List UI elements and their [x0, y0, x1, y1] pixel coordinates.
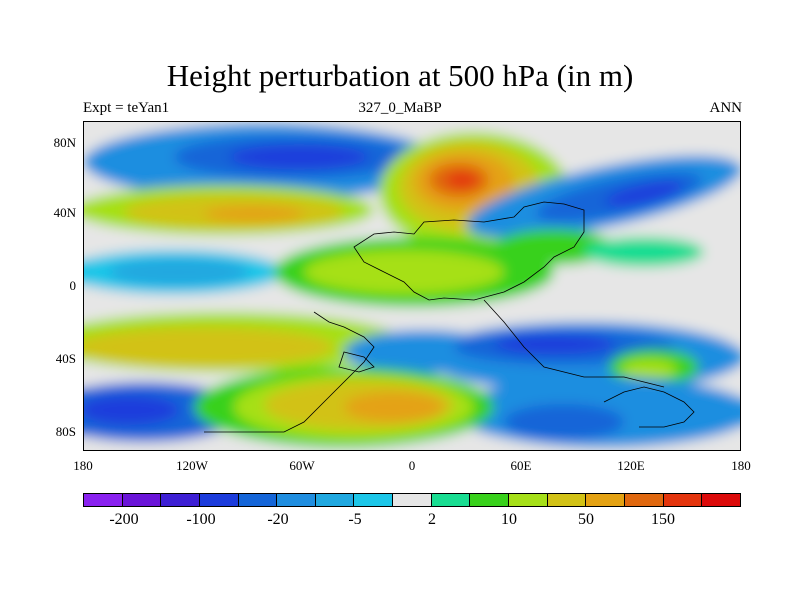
colorbar-box [547, 494, 587, 506]
y-label-80s: 80S [55, 424, 76, 439]
x-label-180w: 180 [73, 458, 93, 473]
colorbar-box [238, 494, 278, 506]
colorbar-box [431, 494, 471, 506]
colorbar-box [624, 494, 664, 506]
colorbar-box [199, 494, 239, 506]
colorbar-box [393, 494, 432, 506]
colorbar-box [509, 494, 548, 506]
colorbar-label: 2 [428, 511, 436, 528]
run-label: 327_0_MaBP [358, 100, 442, 116]
colorbar-label: 150 [651, 511, 675, 528]
figure-title: Height perturbation at 500 hPa (in m) [166, 58, 634, 93]
height-perturbation-map [83, 121, 741, 451]
colorbar [83, 493, 741, 507]
colorbar-box [161, 494, 200, 506]
colorbar-label: -100 [186, 511, 216, 528]
colorbar-label: 10 [501, 511, 517, 528]
colorbar-box [354, 494, 394, 506]
x-label-60e: 60E [510, 458, 532, 473]
x-label-120e: 120E [617, 458, 645, 473]
colorbar-box [470, 494, 510, 506]
y-label-0: 0 [69, 278, 77, 293]
experiment-label: Expt = teYan1 [83, 100, 170, 116]
colorbar-box [277, 494, 316, 506]
colorbar-box [84, 494, 123, 506]
x-label-120w: 120W [176, 458, 208, 473]
colorbar-label: 50 [578, 511, 594, 528]
x-label-60w: 60W [289, 458, 315, 473]
y-label-80n: 80N [53, 135, 76, 150]
colorbar-box [315, 494, 355, 506]
y-label-40s: 40S [55, 351, 76, 366]
colorbar-box [122, 494, 162, 506]
colorbar-box [702, 494, 740, 506]
colorbar-label: -200 [109, 511, 139, 528]
x-label-180e: 180 [731, 458, 751, 473]
colorbar-label: -5 [348, 511, 362, 528]
season-label: ANN [709, 100, 743, 116]
colorbar-box [586, 494, 625, 506]
colorbar-box [663, 494, 703, 506]
colorbar-label: -20 [267, 511, 289, 528]
x-label-0: 0 [408, 458, 416, 473]
y-label-40n: 40N [53, 205, 76, 220]
